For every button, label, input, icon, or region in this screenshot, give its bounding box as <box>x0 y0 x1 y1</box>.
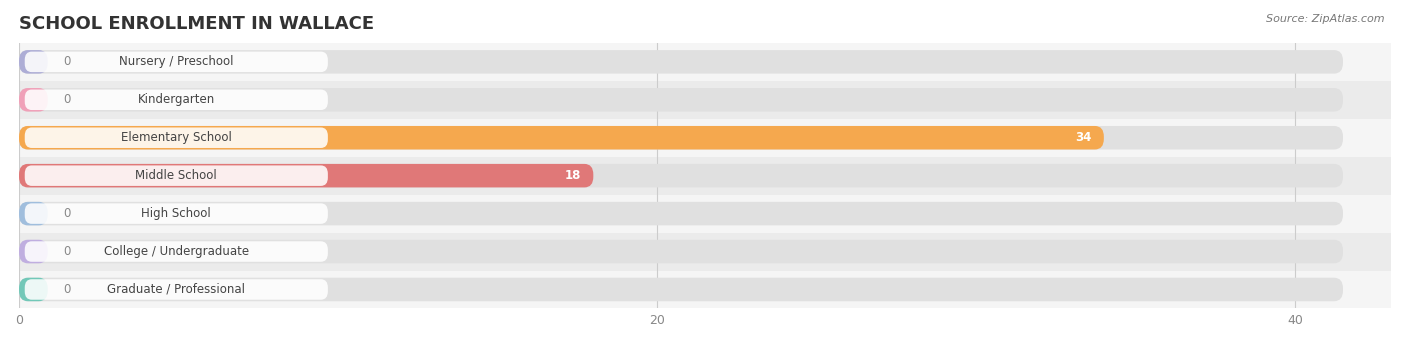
Text: Kindergarten: Kindergarten <box>138 93 215 106</box>
FancyBboxPatch shape <box>20 278 1343 301</box>
FancyBboxPatch shape <box>20 164 1343 187</box>
FancyBboxPatch shape <box>20 126 1343 149</box>
FancyBboxPatch shape <box>20 88 1343 111</box>
FancyBboxPatch shape <box>20 88 48 111</box>
FancyBboxPatch shape <box>25 279 328 300</box>
FancyBboxPatch shape <box>25 52 328 72</box>
Text: 0: 0 <box>63 245 72 258</box>
Bar <box>20 271 1391 308</box>
Text: Middle School: Middle School <box>135 169 217 182</box>
FancyBboxPatch shape <box>20 240 1343 263</box>
Text: 0: 0 <box>63 93 72 106</box>
Text: 0: 0 <box>63 283 72 296</box>
FancyBboxPatch shape <box>25 166 328 186</box>
Bar <box>20 233 1391 271</box>
Bar <box>20 43 1391 81</box>
FancyBboxPatch shape <box>20 164 593 187</box>
FancyBboxPatch shape <box>20 240 48 263</box>
FancyBboxPatch shape <box>20 126 1104 149</box>
Text: High School: High School <box>142 207 211 220</box>
FancyBboxPatch shape <box>20 202 1343 225</box>
Text: 0: 0 <box>63 207 72 220</box>
Text: Elementary School: Elementary School <box>121 131 232 144</box>
Bar <box>20 119 1391 157</box>
FancyBboxPatch shape <box>25 90 328 110</box>
Bar <box>20 81 1391 119</box>
Text: Graduate / Professional: Graduate / Professional <box>107 283 245 296</box>
FancyBboxPatch shape <box>25 128 328 148</box>
FancyBboxPatch shape <box>25 241 328 262</box>
Text: Nursery / Preschool: Nursery / Preschool <box>120 55 233 68</box>
FancyBboxPatch shape <box>20 50 48 74</box>
Text: College / Undergraduate: College / Undergraduate <box>104 245 249 258</box>
Bar <box>20 157 1391 195</box>
Text: 18: 18 <box>564 169 581 182</box>
FancyBboxPatch shape <box>20 50 1343 74</box>
FancyBboxPatch shape <box>25 203 328 224</box>
FancyBboxPatch shape <box>20 278 48 301</box>
FancyBboxPatch shape <box>20 202 48 225</box>
Text: Source: ZipAtlas.com: Source: ZipAtlas.com <box>1267 14 1385 24</box>
Bar <box>20 195 1391 233</box>
Text: SCHOOL ENROLLMENT IN WALLACE: SCHOOL ENROLLMENT IN WALLACE <box>20 15 374 33</box>
Text: 0: 0 <box>63 55 72 68</box>
Text: 34: 34 <box>1074 131 1091 144</box>
